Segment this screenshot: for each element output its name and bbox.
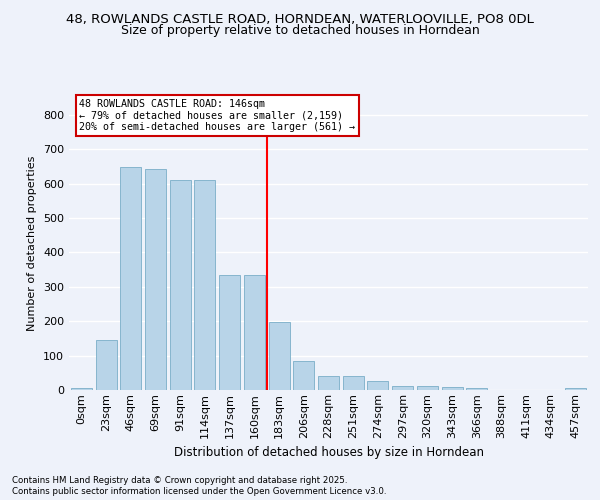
- Bar: [95, 340, 116, 390]
- Bar: [71, 388, 92, 390]
- Bar: [318, 376, 339, 390]
- Bar: [293, 362, 314, 390]
- Bar: [343, 376, 364, 390]
- Bar: [145, 168, 166, 390]
- Bar: [244, 274, 265, 390]
- Text: Contains public sector information licensed under the Open Government Licence v3: Contains public sector information licen…: [12, 487, 386, 496]
- Text: 48 ROWLANDS CASTLE ROAD: 146sqm
← 79% of detached houses are smaller (2,159)
20%: 48 ROWLANDS CASTLE ROAD: 146sqm ← 79% of…: [79, 99, 355, 132]
- Bar: [170, 180, 191, 390]
- Bar: [417, 386, 438, 390]
- Bar: [442, 386, 463, 390]
- Bar: [194, 180, 215, 390]
- Bar: [120, 167, 141, 390]
- Text: Size of property relative to detached houses in Horndean: Size of property relative to detached ho…: [121, 24, 479, 37]
- Text: 48, ROWLANDS CASTLE ROAD, HORNDEAN, WATERLOOVILLE, PO8 0DL: 48, ROWLANDS CASTLE ROAD, HORNDEAN, WATE…: [66, 12, 534, 26]
- Bar: [219, 274, 240, 390]
- Bar: [367, 381, 388, 390]
- Bar: [269, 322, 290, 390]
- Bar: [392, 386, 413, 390]
- X-axis label: Distribution of detached houses by size in Horndean: Distribution of detached houses by size …: [173, 446, 484, 459]
- Bar: [565, 388, 586, 390]
- Bar: [466, 388, 487, 390]
- Y-axis label: Number of detached properties: Number of detached properties: [28, 156, 37, 332]
- Text: Contains HM Land Registry data © Crown copyright and database right 2025.: Contains HM Land Registry data © Crown c…: [12, 476, 347, 485]
